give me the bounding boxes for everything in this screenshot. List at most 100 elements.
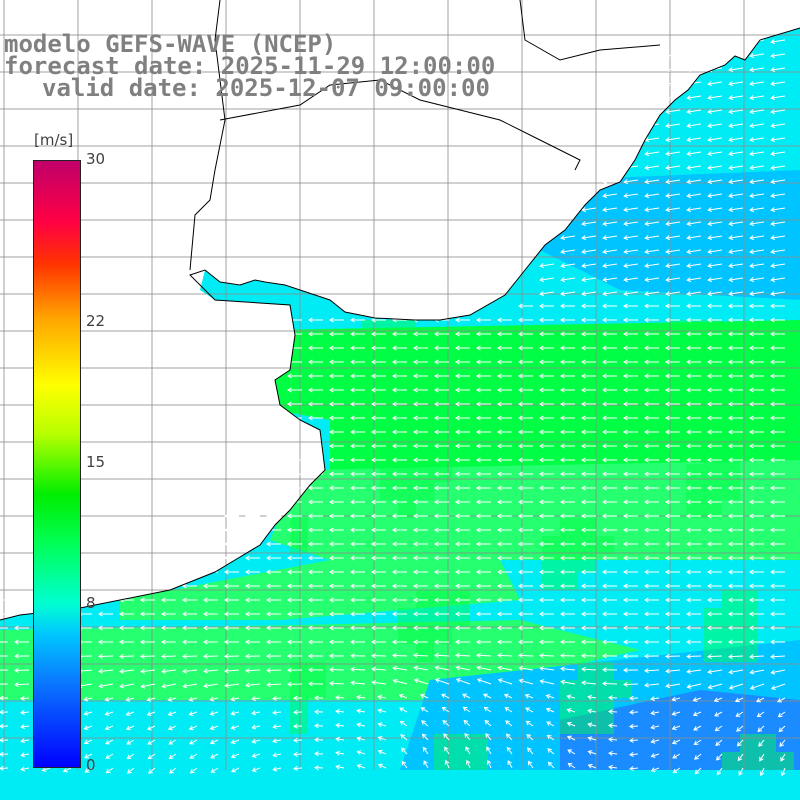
wind-arrow <box>147 697 156 701</box>
wind-arrow-head <box>455 471 460 477</box>
wind-arrow-head <box>203 625 208 631</box>
wind-arrow-head <box>707 179 713 185</box>
wind-arrow <box>651 739 660 743</box>
wind-arrow <box>420 694 429 699</box>
speed-cell <box>668 320 686 338</box>
wind-arrow-head <box>465 759 471 765</box>
wind-arrow-head <box>581 235 587 241</box>
wind-arrow-head <box>119 653 124 659</box>
wind-arrow-head <box>371 597 376 603</box>
wind-arrow-head <box>749 415 754 421</box>
wind-arrow-head <box>462 706 468 712</box>
wind-arrow-head <box>581 193 587 199</box>
wind-arrow <box>84 725 93 730</box>
wind-arrow-head <box>686 653 691 659</box>
wind-arrow-head <box>251 710 257 716</box>
wind-arrow <box>351 682 366 685</box>
wind-arrow <box>624 137 639 141</box>
wind-arrow <box>729 53 744 57</box>
wind-arrow-head <box>161 569 166 575</box>
speed-cell <box>452 752 470 770</box>
wind-arrow <box>771 95 786 99</box>
wind-arrow <box>505 720 513 727</box>
wind-arrow-head <box>665 429 670 435</box>
wind-arrow-head <box>770 527 775 533</box>
wind-arrow-head <box>400 747 406 753</box>
wind-arrow-head <box>287 457 292 463</box>
wind-arrow-head <box>587 694 592 700</box>
wind-arrow-head <box>224 569 229 575</box>
wind-arrow-head <box>728 597 733 603</box>
wind-arrow-head <box>581 513 586 519</box>
wind-arrow-head <box>728 95 734 101</box>
border-path <box>519 0 661 61</box>
wind-arrow <box>567 722 576 727</box>
speed-cell <box>722 608 740 626</box>
wind-arrow-head <box>644 569 649 575</box>
wind-arrow-head <box>686 179 692 185</box>
wind-arrow-head <box>266 485 271 491</box>
wind-arrow-head <box>686 193 692 199</box>
wind-arrow-head <box>105 768 111 774</box>
wind-arrow-head <box>230 710 236 716</box>
wind-arrow-head <box>224 639 229 645</box>
wind-arrow-head <box>455 345 460 351</box>
wind-arrow-head <box>335 750 341 756</box>
wind-arrow <box>581 668 597 671</box>
wind-arrow <box>687 123 702 127</box>
wind-arrow-head <box>546 734 552 740</box>
wind-arrow-head <box>749 639 754 645</box>
speed-cell <box>560 374 578 392</box>
wind-arrow-head <box>527 760 533 766</box>
wind-arrow-head <box>623 583 628 589</box>
wind-arrow-head <box>98 653 103 659</box>
wind-arrow-head <box>778 727 784 733</box>
wind-arrow-head <box>308 611 313 617</box>
wind-arrow-head <box>686 39 692 45</box>
wind-arrow-head <box>497 541 502 547</box>
wind-arrow-head <box>224 653 229 659</box>
speed-cell <box>434 734 452 752</box>
wind-arrow-head <box>518 429 523 435</box>
wind-arrow-head <box>728 67 734 73</box>
wind-arrow-head <box>203 668 208 674</box>
wind-arrow <box>778 711 786 718</box>
wind-arrow-head <box>497 597 502 603</box>
speed-cell <box>578 518 596 536</box>
wind-arrow-head <box>371 317 376 323</box>
wind-arrow <box>771 669 786 674</box>
wind-arrow <box>189 739 198 745</box>
wind-arrow-head <box>770 39 776 45</box>
wind-arrow-head <box>728 457 733 463</box>
wind-arrow-head <box>707 249 713 255</box>
wind-arrow <box>735 697 744 702</box>
wind-arrow-head <box>497 583 502 589</box>
wind-arrow-head <box>314 751 319 757</box>
wind-arrow-head <box>182 583 187 589</box>
wind-arrow-head <box>581 680 586 686</box>
wind-arrow <box>666 291 681 295</box>
wind-arrow-head <box>644 303 649 309</box>
wind-arrow-head <box>686 443 691 449</box>
wind-arrow-head <box>602 263 608 269</box>
wind-arrow-head <box>644 249 650 255</box>
wind-arrow-head <box>399 720 405 726</box>
wind-arrow <box>147 739 156 745</box>
wind-arrow <box>546 721 555 727</box>
wind-arrow <box>687 669 702 673</box>
wind-arrow-head <box>413 359 418 365</box>
wind-arrow-head <box>161 668 166 674</box>
wind-arrow-head <box>777 698 782 703</box>
speed-cell <box>308 662 326 680</box>
wind-arrow <box>624 123 639 127</box>
wind-arrow-head <box>770 345 775 351</box>
wind-arrow-head <box>484 719 490 725</box>
wind-arrow <box>540 680 555 685</box>
wind-arrow-head <box>293 695 298 701</box>
wind-arrow-head <box>371 513 376 519</box>
wind-arrow-head <box>686 485 691 491</box>
wind-arrow <box>210 739 219 744</box>
wind-arrow-head <box>623 373 628 379</box>
wind-arrow-head <box>770 207 776 213</box>
wind-arrow-head <box>749 583 754 589</box>
